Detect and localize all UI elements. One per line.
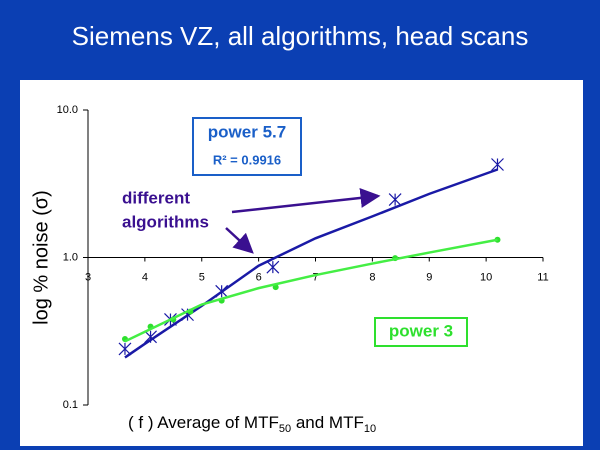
x-label-part: and MTF xyxy=(291,413,364,432)
arrow xyxy=(231,187,381,214)
x-tick-label: 4 xyxy=(142,271,148,283)
annotation-box xyxy=(374,317,468,347)
x-axis-label: ( f ) Average of MTF50 and MTF10 xyxy=(128,413,376,434)
annotation: R² = 0.9916 xyxy=(213,152,281,167)
x-label-subscript: 50 xyxy=(279,423,291,435)
fit-line xyxy=(124,168,498,359)
star-point xyxy=(388,193,402,207)
x-tick-label: 9 xyxy=(426,271,432,283)
annotation-box xyxy=(192,117,302,176)
x-tick-label: 11 xyxy=(537,271,548,283)
y-tick-label: 0.1 xyxy=(63,399,78,411)
annotation: power 3 xyxy=(389,321,453,340)
x-tick-label: 6 xyxy=(256,271,262,283)
x-label-subscript: 10 xyxy=(364,423,376,435)
y-axis-label: log % noise (σ) xyxy=(30,190,52,325)
x-label-part: ( f ) Average of MTF xyxy=(128,413,279,432)
annotation: algorithms xyxy=(122,212,209,231)
x-tick-label: 3 xyxy=(85,271,91,283)
x-tick-label: 7 xyxy=(312,271,318,283)
annotation: power 5.7 xyxy=(208,122,286,141)
fit-line xyxy=(124,238,498,343)
x-tick-label: 5 xyxy=(199,271,205,283)
y-tick-label: 10.0 xyxy=(57,104,78,116)
star-point xyxy=(491,158,504,171)
star-point xyxy=(118,342,132,356)
star-point xyxy=(266,260,280,274)
chart-title: Siemens VZ, all algorithms, head scans xyxy=(72,21,529,51)
arrow xyxy=(225,227,254,254)
annotation: different xyxy=(122,188,190,207)
x-tick-label: 8 xyxy=(369,271,375,283)
y-tick-label: 1.0 xyxy=(63,251,78,263)
x-tick-label: 10 xyxy=(480,271,492,283)
